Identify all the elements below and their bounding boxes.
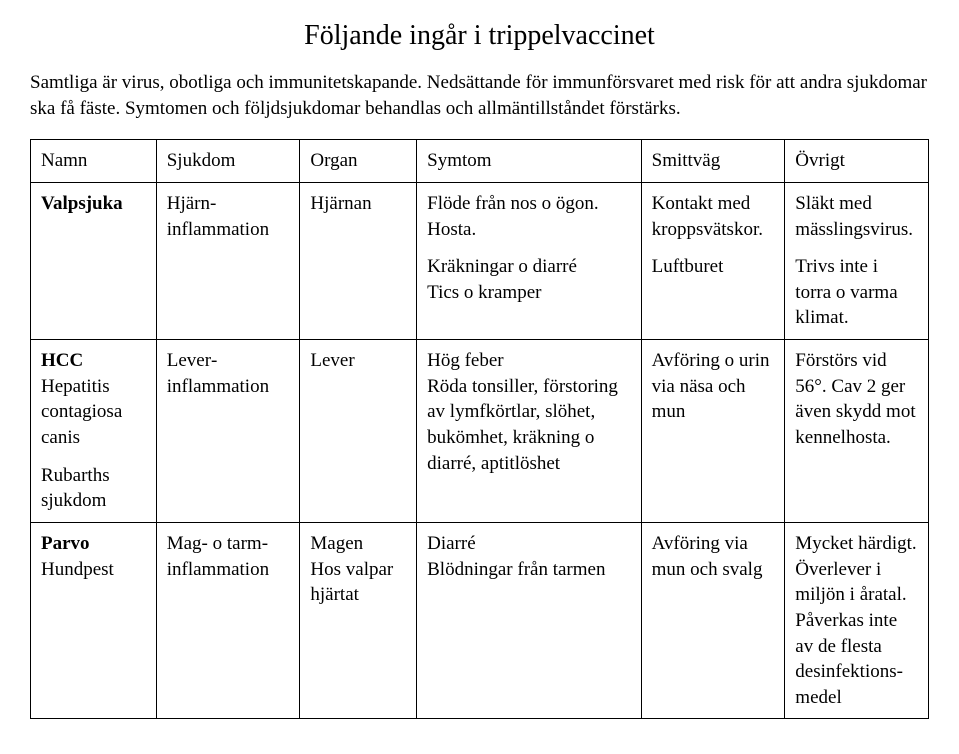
col-header-sjukdom: Sjukdom bbox=[156, 140, 300, 183]
cell-organ: Magen Hos valpar hjärtat bbox=[300, 522, 417, 718]
col-header-namn: Namn bbox=[31, 140, 157, 183]
symtom-line: Tics o kramper bbox=[427, 280, 631, 306]
cell-name: Valpsjuka bbox=[31, 182, 157, 339]
cell-ovrigt: Förstörs vid 56°. Cav 2 ger även skydd m… bbox=[785, 340, 929, 523]
smitt-line: Kontakt med kroppsvätskor. bbox=[652, 191, 775, 242]
symtom-line: Flöde från nos o ögon. Hosta. bbox=[427, 191, 631, 242]
cell-ovrigt: Mycket härdigt. Överlever i miljön i åra… bbox=[785, 522, 929, 718]
cell-name: Parvo Hundpest bbox=[31, 522, 157, 718]
page-title: Följande ingår i trippelvaccinet bbox=[30, 20, 929, 52]
cell-smittvag: Avföring o urin via näsa och mun bbox=[641, 340, 785, 523]
ovrigt-line: Släkt med mässlingsvirus. bbox=[795, 191, 918, 242]
smitt-line: Luftburet bbox=[652, 254, 775, 280]
cell-sjukdom: Lever­inflammation bbox=[156, 340, 300, 523]
cell-smittvag: Kontakt med kroppsvätskor. Luftburet bbox=[641, 182, 785, 339]
symtom-line: Blödningar från tarmen bbox=[427, 557, 631, 583]
table-row: HCC Hepatitis contagiosa canis Rubarths … bbox=[31, 340, 929, 523]
disease-name: HCC bbox=[41, 348, 146, 374]
organ-line: Magen bbox=[310, 531, 406, 557]
disease-alt-name: Rubarths sjukdom bbox=[41, 463, 146, 514]
col-header-ovrigt: Övrigt bbox=[785, 140, 929, 183]
disease-alt-name: Hepatitis contagiosa canis bbox=[41, 374, 146, 451]
cell-sjukdom: Hjärn­inflammation bbox=[156, 182, 300, 339]
cell-symtom: Flöde från nos o ögon. Hosta. Kräkningar… bbox=[417, 182, 642, 339]
cell-organ: Hjärnan bbox=[300, 182, 417, 339]
table-row: Valpsjuka Hjärn­inflammation Hjärnan Flö… bbox=[31, 182, 929, 339]
symtom-line: Röda tonsiller, för­storing av lymf­kört… bbox=[427, 374, 631, 477]
disease-alt-name: Hundpest bbox=[41, 557, 146, 583]
table-header-row: Namn Sjukdom Organ Symtom Smittväg Övrig… bbox=[31, 140, 929, 183]
symtom-line: Diarré bbox=[427, 531, 631, 557]
table-row: Parvo Hundpest Mag- o tarm­inflammation … bbox=[31, 522, 929, 718]
vaccine-table: Namn Sjukdom Organ Symtom Smittväg Övrig… bbox=[30, 139, 929, 719]
ovrigt-line: Trivs inte i torra o varma klimat. bbox=[795, 254, 918, 331]
intro-text: Samtliga är virus, obotliga och immunite… bbox=[30, 70, 929, 121]
cell-symtom: Hög feber Röda tonsiller, för­storing av… bbox=[417, 340, 642, 523]
disease-name: Valpsjuka bbox=[41, 193, 123, 214]
cell-name: HCC Hepatitis contagiosa canis Rubarths … bbox=[31, 340, 157, 523]
organ-line: Hos valpar hjärtat bbox=[310, 557, 406, 608]
col-header-smittvag: Smittväg bbox=[641, 140, 785, 183]
cell-organ: Lever bbox=[300, 340, 417, 523]
cell-sjukdom: Mag- o tarm­inflammation bbox=[156, 522, 300, 718]
disease-name: Parvo bbox=[41, 531, 146, 557]
cell-smittvag: Avföring via mun och svalg bbox=[641, 522, 785, 718]
symtom-line: Kräkningar o diarré bbox=[427, 254, 631, 280]
cell-symtom: Diarré Blödningar från tarmen bbox=[417, 522, 642, 718]
col-header-organ: Organ bbox=[300, 140, 417, 183]
cell-ovrigt: Släkt med mässlingsvirus. Trivs inte i t… bbox=[785, 182, 929, 339]
symtom-line: Hög feber bbox=[427, 348, 631, 374]
col-header-symtom: Symtom bbox=[417, 140, 642, 183]
